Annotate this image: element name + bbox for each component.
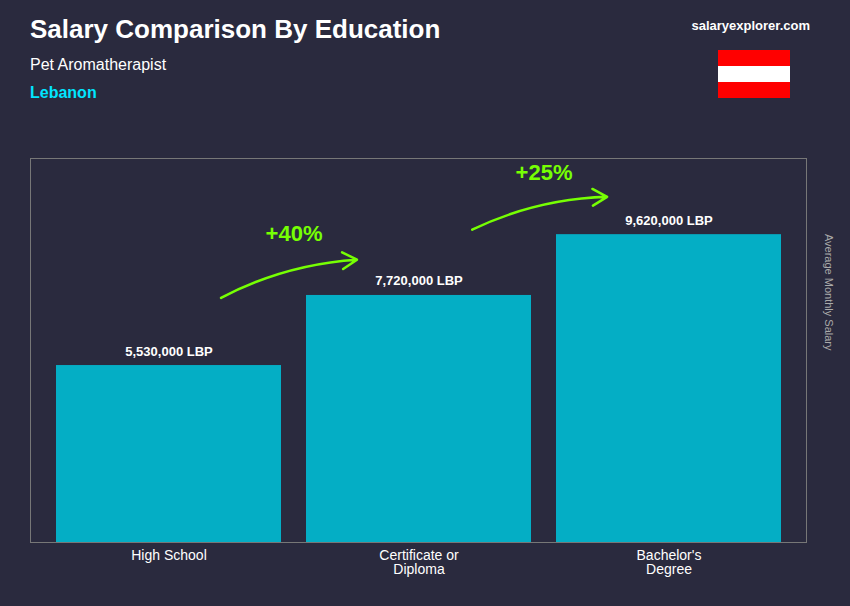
svg-text:Average Monthly Salary: Average Monthly Salary (823, 234, 835, 351)
svg-text:High School: High School (131, 547, 207, 563)
html-text:Salary Comparison By Education: Salary Comparison By Education (30, 14, 441, 44)
svg-text:5,530,000 LBP: 5,530,000 LBP (125, 344, 213, 359)
svg-text:+40%: +40% (266, 221, 323, 246)
svg-text:7,720,000 LBP: 7,720,000 LBP (375, 273, 463, 288)
svg-text:Bachelor'sDegree: Bachelor'sDegree (637, 547, 702, 577)
svg-text:Certificate orDiploma: Certificate orDiploma (379, 547, 459, 577)
html-text:Lebanon: Lebanon (30, 84, 97, 101)
svg-text:+25%: +25% (516, 160, 573, 185)
html-text:salaryexplorer.com: salaryexplorer.com (691, 18, 810, 33)
html-text:Pet Aromatherapist: Pet Aromatherapist (30, 56, 167, 73)
svg-text:9,620,000 LBP: 9,620,000 LBP (625, 213, 713, 228)
